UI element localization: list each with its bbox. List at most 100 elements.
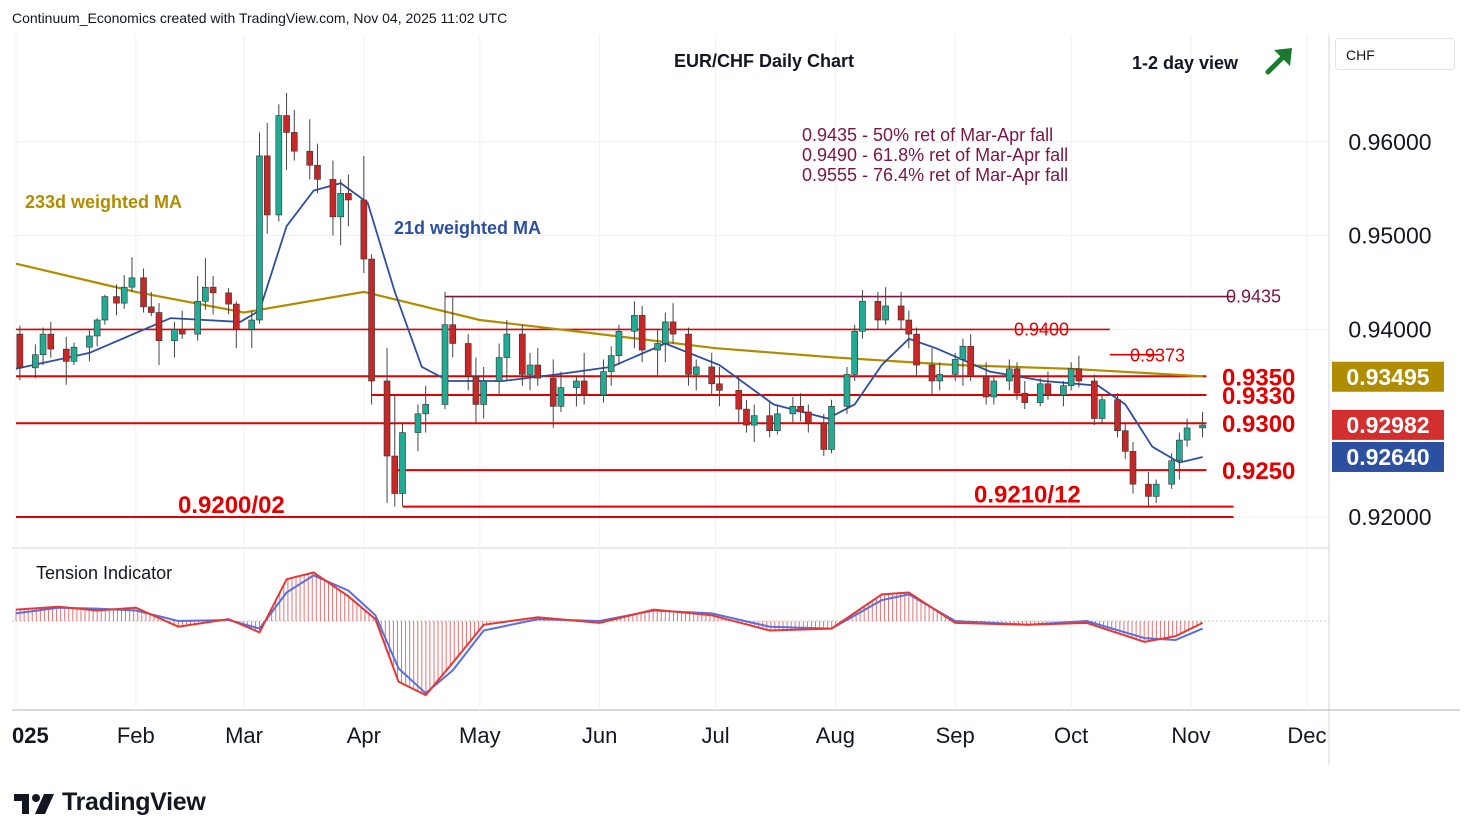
candle-body	[1067, 368, 1075, 386]
time-tick-label: Mar	[225, 723, 263, 748]
candle-body	[828, 406, 835, 450]
candle	[685, 327, 692, 386]
candle	[155, 303, 163, 366]
candle	[828, 399, 835, 454]
candle	[1067, 362, 1075, 391]
candle-body	[233, 303, 240, 330]
time-tick-label: Feb	[117, 723, 155, 748]
candle-body	[391, 455, 399, 494]
time-tick-label: Jun	[582, 723, 617, 748]
candle	[472, 357, 480, 424]
candle-body	[1036, 383, 1044, 403]
candle	[743, 399, 750, 433]
candle	[178, 310, 186, 339]
candle-body	[580, 380, 588, 396]
candle-body	[140, 277, 147, 308]
retracement-note: 0.9490 - 61.8% ret of Mar-Apr fall	[802, 145, 1068, 165]
candle-body	[1168, 460, 1175, 485]
candle	[669, 303, 677, 344]
candle	[805, 404, 812, 433]
level-label: 0.9350	[1222, 364, 1295, 391]
level-label: 0.9210/12	[974, 482, 1081, 509]
candle	[399, 423, 406, 506]
candle-body	[654, 343, 661, 351]
candle	[233, 301, 240, 349]
candle	[495, 343, 503, 396]
candle-body	[128, 277, 136, 288]
tradingview-logo[interactable]: TradingView	[14, 788, 206, 817]
attribution: Continuum_Economics created with Trading…	[12, 10, 508, 26]
time-tick-label: Apr	[347, 723, 381, 748]
candle-body	[1060, 385, 1067, 396]
candle-body	[905, 319, 913, 335]
candle-body	[306, 150, 314, 166]
retracement-note: 0.9555 - 76.4% ret of Mar-Apr fall	[802, 165, 1068, 185]
ma-21-layer	[15, 182, 1203, 464]
candle	[1129, 441, 1137, 494]
candle	[654, 329, 661, 377]
price-badge-box	[1332, 441, 1444, 472]
candle-body	[600, 371, 607, 396]
candle	[874, 291, 882, 330]
candle-body	[967, 345, 974, 377]
candle-body	[716, 383, 723, 391]
candle-body	[480, 380, 487, 405]
candle	[735, 376, 743, 424]
candle	[897, 291, 905, 330]
candle	[62, 336, 70, 385]
candle	[820, 413, 828, 457]
candle-body	[256, 155, 263, 321]
candle	[1145, 471, 1152, 506]
candle-body	[805, 411, 812, 424]
candle	[263, 123, 271, 234]
candle	[283, 93, 290, 170]
candle	[534, 348, 542, 386]
candle	[843, 366, 851, 414]
candle-body	[283, 115, 290, 133]
candle-body	[32, 354, 39, 369]
candle-body	[70, 346, 78, 362]
candle-body	[662, 321, 669, 344]
candle-body	[774, 413, 781, 432]
candle-body	[422, 404, 429, 415]
candle-body	[113, 296, 120, 304]
time-tick-label: Dec	[1287, 723, 1326, 748]
candle-body	[1114, 399, 1121, 432]
candle	[774, 406, 781, 435]
currency-selector[interactable]: CHF	[1335, 38, 1455, 70]
level-label: 0.9373	[1130, 346, 1185, 366]
candle	[905, 310, 913, 349]
candle	[1183, 418, 1191, 447]
candle-body	[495, 357, 503, 382]
candle-body	[101, 296, 109, 321]
candle-body	[1152, 483, 1160, 497]
candle-body	[708, 366, 716, 385]
candle	[147, 291, 155, 317]
price-tick-label: 0.96000	[1348, 129, 1431, 155]
candle-body	[47, 333, 55, 350]
candle-body	[155, 312, 163, 341]
candle	[480, 366, 487, 419]
candle-body	[178, 329, 186, 335]
candle-body	[290, 132, 298, 152]
candle	[337, 179, 344, 245]
candle-body	[534, 364, 542, 379]
price-tick-label: 0.94000	[1348, 316, 1431, 342]
candle-body	[859, 300, 866, 332]
candle-body	[120, 286, 128, 304]
candle	[573, 376, 580, 407]
candle-body	[519, 333, 526, 375]
arrow-head	[1274, 48, 1292, 66]
candle	[1199, 411, 1206, 438]
candle	[101, 294, 109, 325]
tradingview-logo-icon	[14, 793, 54, 814]
candle	[128, 257, 136, 292]
candle-body	[368, 258, 375, 382]
price-tick-label: 0.92000	[1348, 504, 1431, 530]
candle	[1060, 380, 1067, 407]
price-badge-box	[1332, 409, 1444, 440]
axes: 0.96000 0.95000 0.94000 0.92000 025 Feb Mar Apr…	[12, 129, 1444, 748]
candle-body	[16, 333, 24, 369]
candle-body	[982, 375, 990, 398]
